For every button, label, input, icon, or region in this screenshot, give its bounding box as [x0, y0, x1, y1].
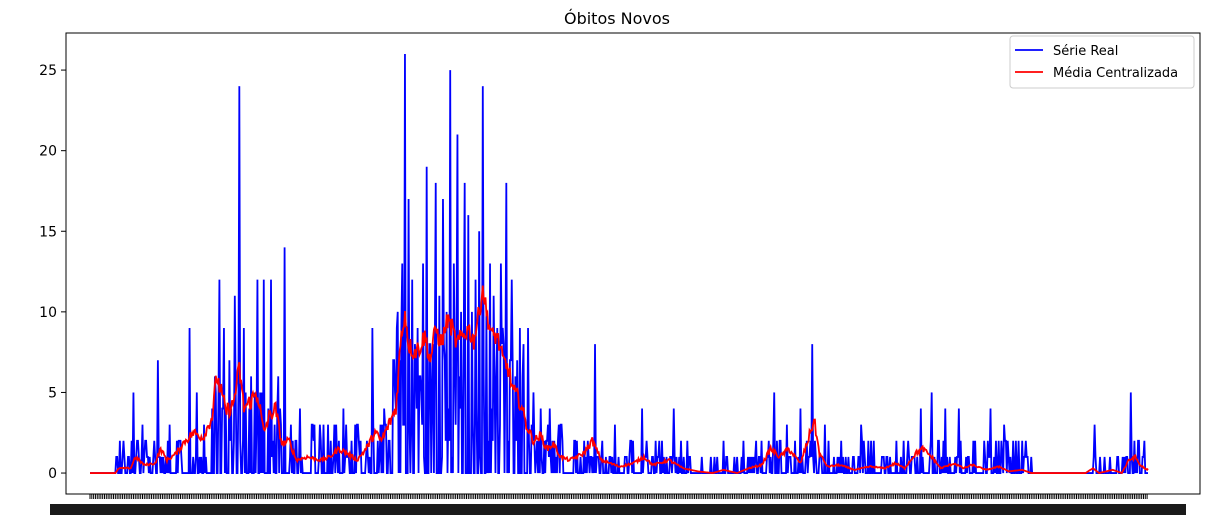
series-line-serie-real	[90, 53, 1148, 474]
legend-label-serie-real: Série Real	[1053, 44, 1118, 59]
legend: Série Real Média Centralizada	[1009, 35, 1195, 89]
x-tick-labels-overlap	[50, 504, 1186, 515]
y-axis: 0 5 10 15 20 25	[39, 63, 66, 482]
y-tick-label: 10	[39, 305, 57, 321]
y-tick-label: 0	[48, 466, 57, 482]
y-tick-label: 20	[39, 144, 57, 160]
series-line-media-centralizada	[90, 285, 1149, 475]
chart-title: Óbitos Novos	[564, 9, 670, 28]
legend-label-media-centralizada: Média Centralizada	[1053, 66, 1178, 81]
x-axis	[50, 494, 1186, 515]
y-tick-label: 5	[48, 385, 57, 401]
y-tick-label: 25	[39, 63, 57, 79]
legend-box	[1009, 35, 1195, 89]
y-tick-label: 15	[39, 224, 57, 240]
